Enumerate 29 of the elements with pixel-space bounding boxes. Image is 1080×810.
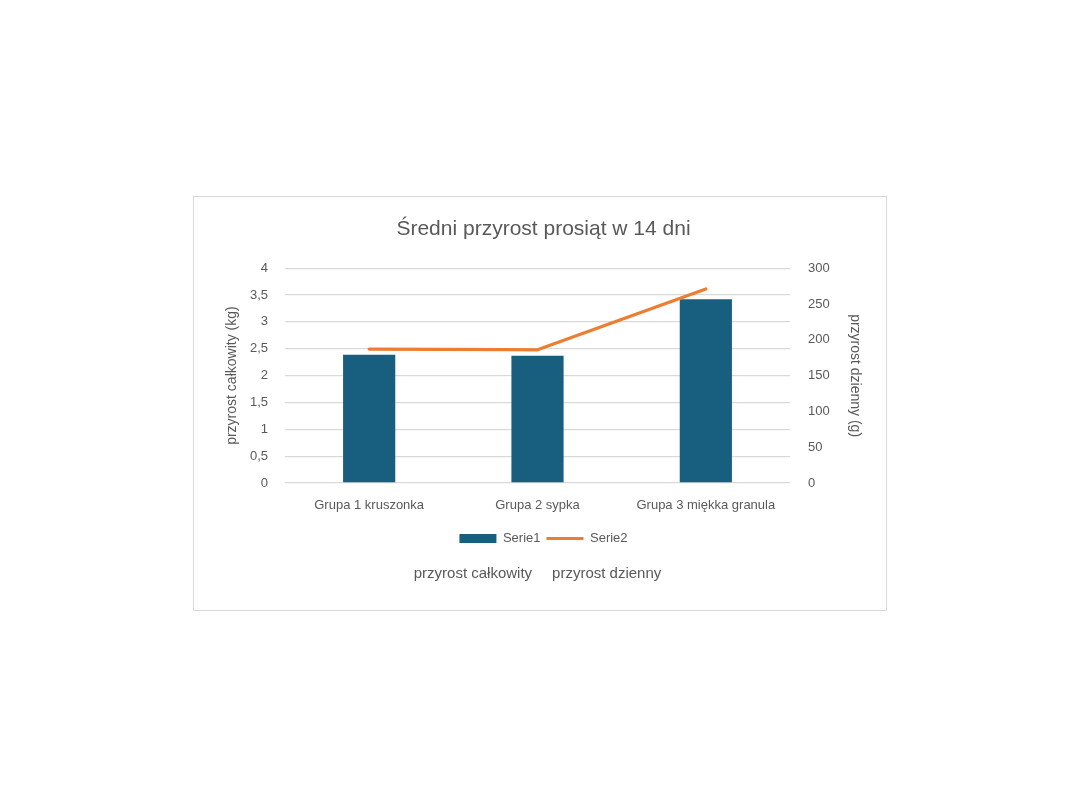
y2-axis-title: przyrost dzienny (g) <box>847 314 864 438</box>
legend-label: Serie2 <box>590 530 628 546</box>
y-tick-label: 0,5 <box>249 447 268 463</box>
chart-title: Średni przyrost prosiąt w 14 dni <box>396 216 691 240</box>
text: przyrost dzienny <box>552 564 662 582</box>
bar <box>343 354 396 483</box>
y-tick-label: 2 <box>260 367 268 383</box>
x-tick-label: Grupa 1 kruszonka <box>314 497 425 513</box>
y-tick-label: 0 <box>260 474 268 490</box>
y-tick-label: 3 <box>260 313 268 329</box>
y2-tick-label: 0 <box>808 474 816 490</box>
y-tick-label: 1,5 <box>249 394 268 410</box>
legend-label: Serie1 <box>502 530 541 546</box>
y-tick-label: 3,5 <box>249 286 268 302</box>
y2-tick-label: 150 <box>808 367 830 383</box>
y2-tick-label: 50 <box>808 438 823 454</box>
x-tick-label: Grupa 3 miękka granula <box>636 497 776 513</box>
y-axis-title: przyrost całkowity (kg) <box>223 306 240 445</box>
y-tick-label: 2,5 <box>249 340 268 356</box>
y-tick-label: 1 <box>260 420 268 436</box>
y2-tick-label: 200 <box>808 331 830 347</box>
text: przyrost całkowity <box>413 564 533 582</box>
y2-tick-label: 250 <box>808 295 830 311</box>
x-tick-label: Grupa 2 sypka <box>495 497 581 513</box>
bar <box>511 355 564 483</box>
y2-tick-label: 100 <box>808 402 830 418</box>
bar <box>679 299 732 483</box>
y2-tick-label: 300 <box>808 259 830 275</box>
y-tick-label: 4 <box>260 259 268 275</box>
